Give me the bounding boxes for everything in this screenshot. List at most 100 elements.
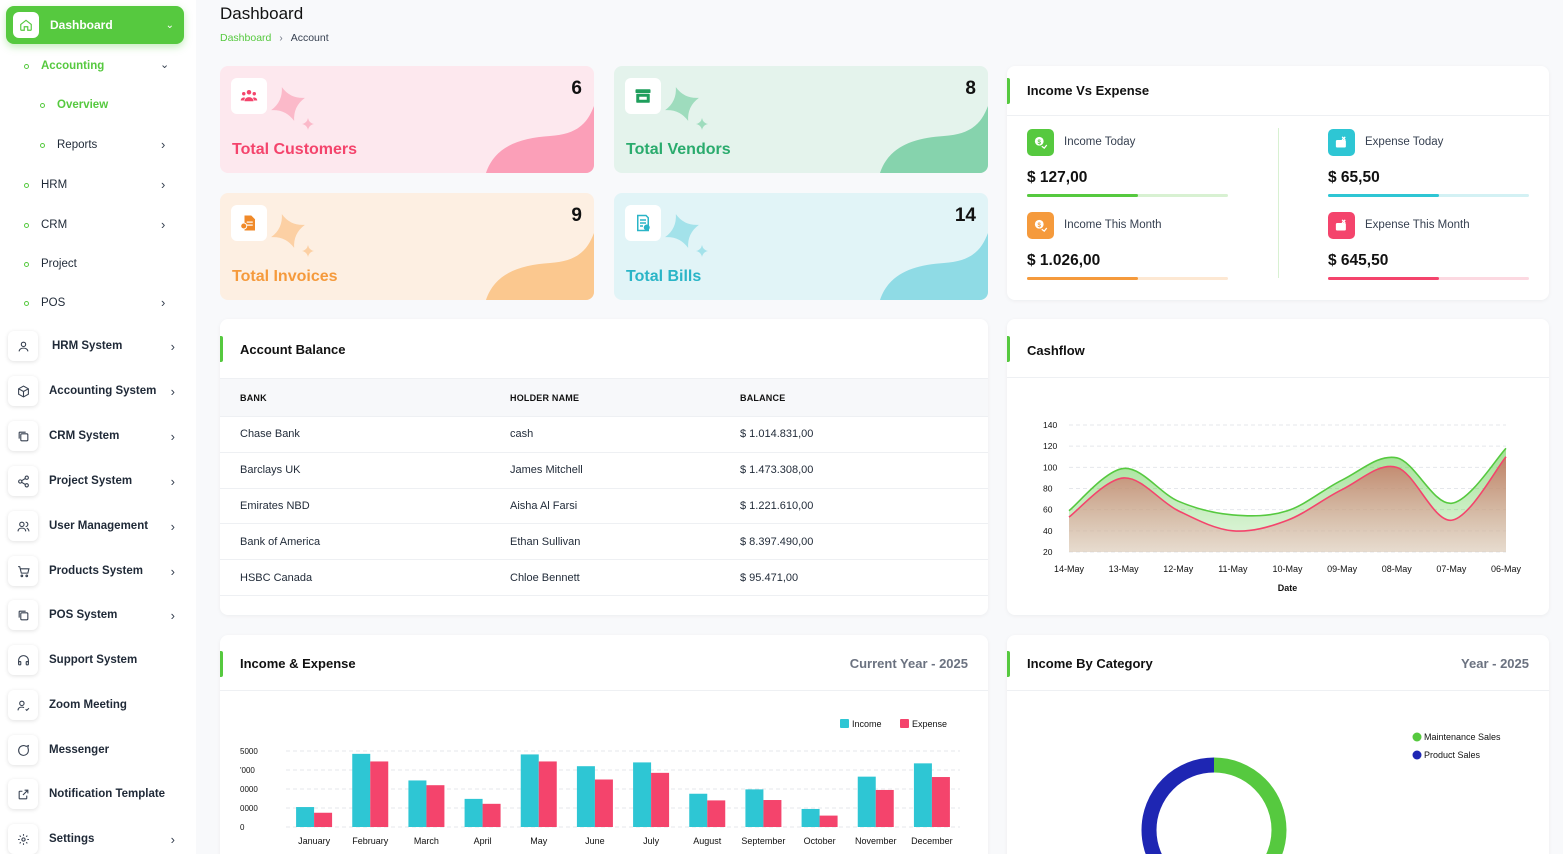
- income-today-label: Income Today: [1064, 136, 1136, 148]
- sidebar-item-hrm[interactable]: HRM ›: [24, 177, 170, 192]
- progress-bar: [1027, 277, 1228, 280]
- pie-slice: [1141, 757, 1215, 854]
- bank-cell: HSBC Canada: [220, 559, 510, 596]
- bar-income: [633, 762, 652, 827]
- sidebar-item-settings[interactable]: Settings ›: [8, 823, 183, 854]
- sidebar-item-project-system[interactable]: Project System ›: [8, 465, 183, 497]
- y-tick-label: 0: [240, 823, 245, 832]
- stat-card-invoices[interactable]: 9 Total Invoices: [220, 193, 594, 300]
- panel-title: Income Vs Expense: [1027, 83, 1150, 98]
- x-tick-label: September: [741, 836, 785, 846]
- period-label: Current Year - 2025: [849, 656, 968, 671]
- chevron-right-icon: ›: [170, 428, 175, 444]
- sidebar-item-project[interactable]: Project: [24, 258, 77, 270]
- bar-income: [857, 776, 876, 827]
- sidebar-item-notification-template[interactable]: Notification Template: [8, 778, 183, 810]
- sidebar-item-user-management[interactable]: User Management ›: [8, 510, 183, 542]
- users-icon: [231, 78, 267, 114]
- cashflow-chart: 20 40 60 80 100 120 140 14-May 13-May 12-May 11-Ma…: [1043, 420, 1522, 593]
- bar-expense: [482, 803, 501, 827]
- x-tick-label: October: [804, 836, 836, 846]
- sidebar-item-overview[interactable]: Overview: [40, 99, 108, 111]
- user-check-icon: [8, 690, 38, 720]
- balance-cell: $ 1.014.831,00: [740, 416, 988, 453]
- sidebar-item-accounting[interactable]: Accounting ⌄: [24, 59, 170, 72]
- bank-cell: Chase Bank: [220, 416, 510, 453]
- sidebar-item-hrm-system[interactable]: HRM System ›: [8, 330, 183, 362]
- sidebar-item-accounting-system[interactable]: Accounting System ›: [8, 375, 183, 407]
- sidebar-item-support-system[interactable]: Support System: [8, 644, 183, 676]
- card-decoration: [665, 87, 988, 173]
- headset-icon: [8, 645, 38, 675]
- bullet-icon: [24, 222, 29, 228]
- sidebar-item-pos[interactable]: POS ›: [24, 295, 170, 310]
- progress-bar: [1328, 277, 1529, 280]
- sidebar-item-dashboard[interactable]: Dashboard ⌄: [6, 6, 184, 44]
- bank-cell: Barclays UK: [220, 452, 510, 489]
- progress-bar: [1027, 194, 1228, 197]
- table-row: Bank of America Ethan Sullivan $ 8.397.4…: [220, 523, 988, 561]
- panel-title: Cashflow: [1027, 343, 1085, 358]
- chevron-right-icon: ›: [161, 137, 166, 152]
- sidebar-item-crm-system[interactable]: CRM System ›: [8, 420, 183, 452]
- home-icon: [13, 12, 39, 38]
- chevron-right-icon: ›: [170, 338, 175, 354]
- holder-cell: Chloe Bennett: [510, 559, 740, 596]
- income-expense-panel: Income & Expense Current Year - 2025 0 00…: [220, 635, 988, 854]
- share-icon: [8, 466, 38, 496]
- table-row: Chase Bank cash $ 1.014.831,00: [220, 416, 988, 453]
- chevron-right-icon: ›: [170, 607, 175, 623]
- x-tick-label: 06-May: [1491, 564, 1522, 574]
- bar-expense: [314, 812, 333, 827]
- sidebar-item-label: Accounting System: [49, 385, 157, 397]
- accent-bar: [1007, 651, 1010, 677]
- progress-fill: [1027, 277, 1138, 280]
- sidebar-item-pos-system[interactable]: POS System ›: [8, 599, 183, 631]
- table-row: Barclays UK James Mitchell $ 1.473.308,0…: [220, 452, 988, 489]
- x-tick-label: May: [530, 836, 548, 846]
- stat-card-bills[interactable]: 14 Total Bills: [614, 193, 988, 300]
- y-tick-label: 40: [1043, 526, 1053, 536]
- x-tick-label: February: [352, 836, 389, 846]
- balance-cell: $ 1.221.610,00: [740, 488, 988, 525]
- stat-card-customers[interactable]: 6 Total Customers: [220, 66, 594, 173]
- x-tick-label: 11-May: [1218, 564, 1248, 574]
- stat-card-vendors[interactable]: 8 Total Vendors: [614, 66, 988, 173]
- cart-icon: [8, 556, 38, 586]
- bar-expense: [707, 800, 726, 827]
- x-tick-label: 09-May: [1327, 564, 1358, 574]
- sidebar-item-messenger[interactable]: Messenger: [8, 734, 183, 766]
- bar-income: [464, 798, 483, 827]
- panel-header: Income & Expense Current Year - 2025: [220, 635, 988, 691]
- x-axis-label: Date: [1278, 583, 1298, 593]
- bar-expense: [819, 815, 838, 827]
- income-month-value: $ 1.026,00: [1027, 252, 1101, 269]
- sidebar-item-zoom-meeting[interactable]: Zoom Meeting: [8, 689, 183, 721]
- bank-cell: Emirates NBD: [220, 488, 510, 525]
- chevron-right-icon: ›: [170, 473, 175, 489]
- sidebar-item-label: Settings: [49, 833, 95, 845]
- series-line: [1068, 447, 1507, 517]
- bar-expense: [538, 761, 557, 827]
- breadcrumb-link-dashboard[interactable]: Dashboard: [220, 32, 272, 44]
- sidebar-item-products-system[interactable]: Products System ›: [8, 555, 183, 587]
- y-tick-label: '000: [240, 766, 255, 775]
- column-header: BALANCE: [740, 378, 988, 417]
- series-area: [1069, 456, 1506, 552]
- sidebar-item-reports[interactable]: Reports ›: [40, 137, 170, 152]
- sidebar: Dashboard ⌄ Accounting ⌄ Overview Report…: [0, 0, 196, 854]
- legend-label: Product Sales: [1424, 750, 1481, 760]
- y-tick-label: 100: [1043, 462, 1057, 472]
- x-tick-label: November: [855, 836, 897, 846]
- chat-icon: [8, 735, 38, 765]
- card-decoration: [271, 214, 594, 300]
- breadcrumb-current: Account: [290, 32, 329, 44]
- sidebar-item-crm[interactable]: CRM ›: [24, 217, 170, 232]
- sidebar-item-label: Accounting: [41, 60, 105, 72]
- bar-income: [576, 766, 595, 827]
- chevron-right-icon: ›: [170, 563, 175, 579]
- balance-cell: $ 95.471,00: [740, 559, 988, 596]
- bullet-icon: [40, 102, 45, 108]
- layers-icon: [8, 600, 38, 630]
